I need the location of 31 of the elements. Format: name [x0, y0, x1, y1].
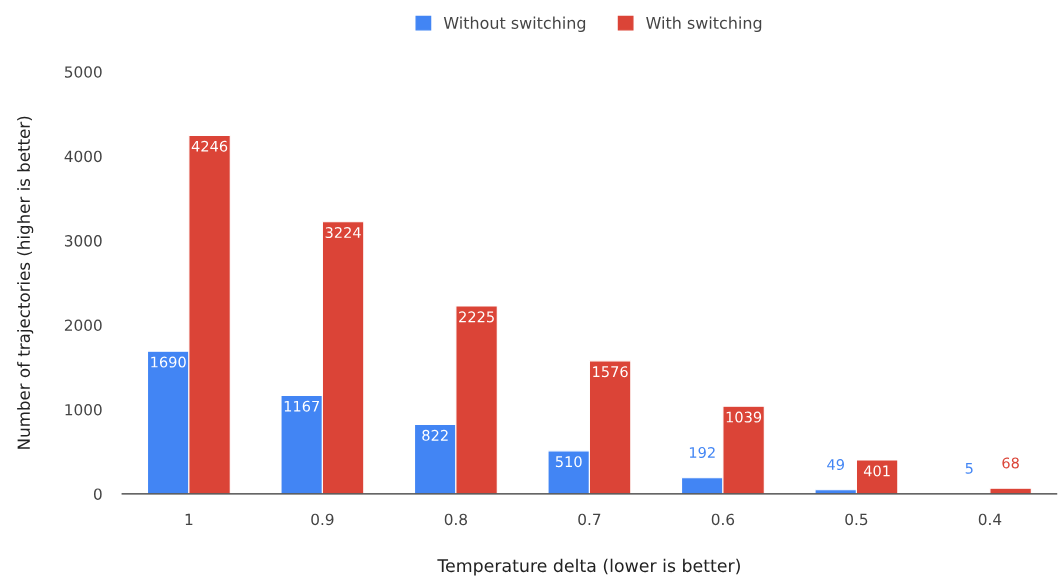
x-tick-label: 0.7 [578, 513, 601, 526]
x-tick-label: 0.4 [978, 513, 1002, 526]
legend-label: With switching [646, 16, 762, 33]
y-tick-label: 5000 [64, 66, 102, 78]
data-label: 401 [863, 465, 890, 477]
x-tick-label: 1 [185, 513, 193, 525]
x-tick-label: 0.8 [444, 513, 467, 526]
data-label: 49 [827, 459, 844, 471]
data-label: 1690 [151, 356, 186, 368]
data-label: 3224 [325, 227, 361, 239]
x-axis-title: Temperature delta (lower is better) [437, 558, 740, 576]
y-axis-title: Number of trajectories (higher is better) [17, 116, 34, 449]
data-label: 822 [422, 429, 448, 441]
data-label: 5 [965, 462, 973, 474]
y-tick-label: 1000 [65, 403, 102, 416]
legend-label: Without switching [443, 16, 586, 33]
data-label: 4246 [191, 140, 228, 152]
data-label: 1167 [284, 400, 320, 412]
x-tick-label: 0.5 [845, 513, 868, 526]
x-tick-label: 0.6 [711, 513, 735, 526]
data-label: 2225 [459, 311, 494, 323]
data-label: 1576 [593, 366, 628, 378]
data-label: 68 [1002, 457, 1019, 469]
data-label: 1039 [726, 411, 762, 423]
y-tick-label: 2000 [64, 319, 102, 332]
y-tick-label: 0 [93, 488, 102, 500]
y-tick-label: 4000 [64, 150, 102, 163]
data-label: 192 [689, 446, 715, 458]
y-tick-label: 3000 [64, 235, 102, 247]
x-tick-label: 0.9 [311, 513, 334, 526]
data-label: 510 [555, 456, 582, 468]
